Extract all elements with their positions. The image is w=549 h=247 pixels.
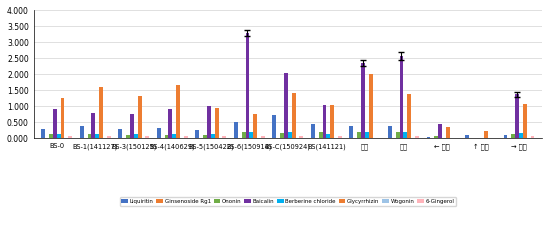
Bar: [80, 126, 84, 138]
Bar: [318, 132, 322, 138]
Bar: [357, 132, 361, 138]
Bar: [176, 84, 180, 138]
Bar: [415, 136, 419, 138]
Bar: [311, 124, 315, 138]
Bar: [126, 135, 130, 138]
Bar: [511, 134, 515, 138]
Bar: [41, 129, 45, 138]
Bar: [88, 134, 92, 138]
Bar: [388, 126, 392, 138]
Bar: [299, 136, 303, 138]
Bar: [327, 134, 330, 138]
Bar: [92, 113, 96, 138]
Bar: [145, 136, 149, 138]
Bar: [427, 137, 430, 138]
Bar: [465, 135, 469, 138]
Bar: [407, 94, 411, 138]
Bar: [245, 33, 249, 138]
Bar: [369, 74, 373, 138]
Bar: [330, 105, 334, 138]
Bar: [438, 124, 442, 138]
Bar: [249, 132, 253, 138]
Bar: [292, 93, 295, 138]
Bar: [242, 132, 245, 138]
Bar: [157, 128, 161, 138]
Bar: [130, 114, 134, 138]
Bar: [165, 135, 169, 138]
Bar: [53, 109, 57, 138]
Bar: [68, 136, 72, 138]
Bar: [169, 109, 172, 138]
Bar: [49, 134, 53, 138]
Bar: [57, 134, 60, 138]
Bar: [515, 94, 519, 138]
Bar: [484, 131, 488, 138]
Bar: [503, 135, 507, 138]
Bar: [446, 127, 450, 138]
Bar: [396, 132, 400, 138]
Bar: [119, 129, 122, 138]
Bar: [60, 98, 64, 138]
Bar: [365, 132, 369, 138]
Bar: [434, 136, 438, 138]
Bar: [172, 134, 176, 138]
Bar: [222, 136, 226, 138]
Bar: [215, 108, 219, 138]
Bar: [400, 56, 404, 138]
Bar: [195, 130, 199, 138]
Bar: [99, 87, 103, 138]
Bar: [350, 126, 354, 138]
Bar: [234, 122, 238, 138]
Bar: [207, 106, 211, 138]
Bar: [203, 135, 207, 138]
Bar: [138, 96, 142, 138]
Bar: [288, 132, 292, 138]
Bar: [211, 134, 215, 138]
Bar: [184, 136, 188, 138]
Bar: [322, 105, 327, 138]
Bar: [253, 114, 257, 138]
Bar: [284, 73, 288, 138]
Bar: [404, 132, 407, 138]
Bar: [107, 136, 111, 138]
Bar: [272, 115, 276, 138]
Bar: [134, 134, 138, 138]
Bar: [530, 136, 534, 138]
Legend: Liquiritin, Ginsenoside Rg1, Ononin, Baicalin, Berberine chloride, Glycyrrhizin,: Liquiritin, Ginsenoside Rg1, Ononin, Bai…: [120, 197, 456, 206]
Bar: [361, 63, 365, 138]
Bar: [338, 136, 342, 138]
Bar: [261, 136, 265, 138]
Bar: [519, 133, 523, 138]
Bar: [280, 133, 284, 138]
Bar: [523, 104, 526, 138]
Bar: [96, 134, 99, 138]
